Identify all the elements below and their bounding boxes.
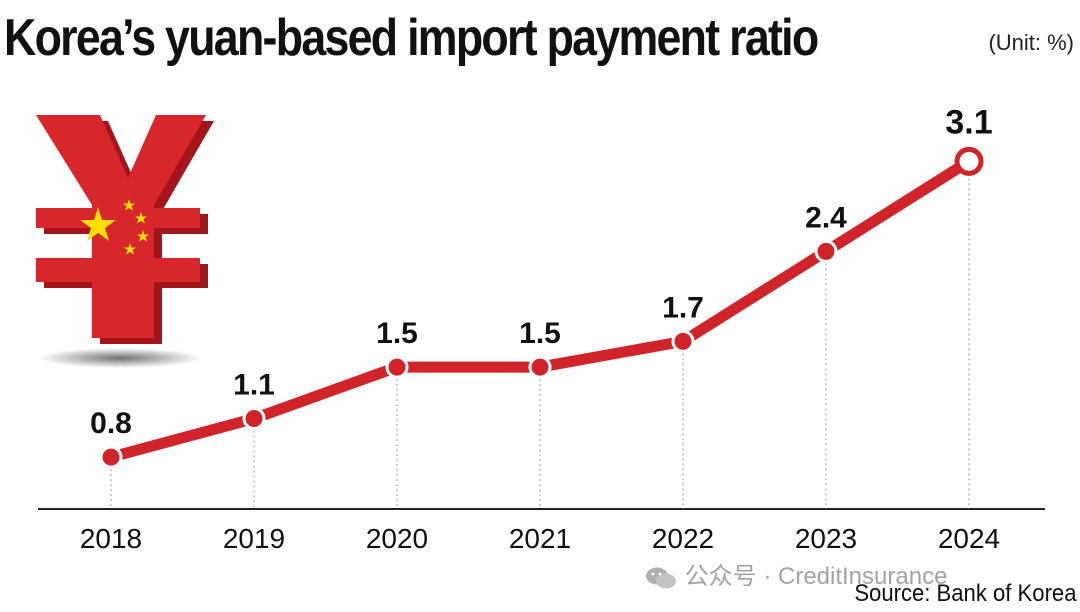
data-point-2019 xyxy=(242,407,266,431)
data-label-2021: 1.5 xyxy=(519,317,561,350)
x-tick-2020: 2020 xyxy=(366,523,428,554)
data-point-2024 xyxy=(954,146,984,176)
x-tick-2019: 2019 xyxy=(223,523,285,554)
data-label-2018: 0.8 xyxy=(90,407,132,440)
data-label-2024: 3.1 xyxy=(945,103,992,141)
data-label-2019: 1.1 xyxy=(233,369,275,402)
x-tick-2022: 2022 xyxy=(652,523,714,554)
data-point-2023 xyxy=(814,239,838,263)
data-point-2018 xyxy=(99,445,123,469)
data-label-2023: 2.4 xyxy=(805,201,847,234)
x-tick-2021: 2021 xyxy=(509,523,571,554)
source-note: Source: Bank of Korea xyxy=(853,580,1076,607)
data-point-2022 xyxy=(671,329,695,353)
data-label-2020: 1.5 xyxy=(376,317,418,350)
x-tick-2018: 2018 xyxy=(80,523,142,554)
data-point-2021 xyxy=(528,355,552,379)
x-tick-2023: 2023 xyxy=(795,523,857,554)
watermark-text: 公众号 · CreditInsurance xyxy=(684,563,948,590)
watermark: 公众号 · CreditInsurance xyxy=(644,556,947,591)
flag-stars-icon xyxy=(80,199,149,255)
chart-title: Korea’s yuan-based import payment ratio xyxy=(4,9,819,67)
wechat-icon xyxy=(646,567,676,589)
yuan-icon xyxy=(36,115,214,368)
data-label-2022: 1.7 xyxy=(662,291,704,324)
x-tick-2024: 2024 xyxy=(938,523,1000,554)
unit-label: (Unit: %) xyxy=(988,30,1074,55)
data-point-2020 xyxy=(385,355,409,379)
